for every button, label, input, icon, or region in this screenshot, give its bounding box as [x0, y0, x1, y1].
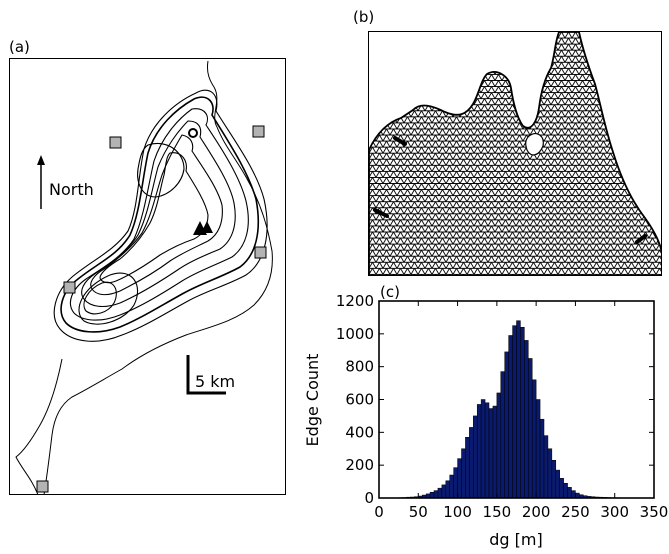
- y-tick-label: 1000: [336, 325, 374, 343]
- histogram-bar: [528, 358, 533, 499]
- x-tick-label: 50: [409, 503, 428, 521]
- bathymetry-map: North 5 km: [9, 58, 286, 495]
- histogram-bar: [535, 399, 541, 499]
- histogram-bar: [524, 340, 529, 499]
- histogram-bar: [429, 492, 435, 499]
- histogram-bar: [469, 427, 474, 499]
- north-arrow-icon: [37, 155, 45, 165]
- x-tick-label: 0: [374, 503, 384, 521]
- scale-bar-label: 5 km: [195, 372, 236, 391]
- y-tick-label: 200: [345, 456, 374, 474]
- histogram-bar: [433, 490, 439, 499]
- histogram-bar: [457, 458, 462, 499]
- histogram-bar: [441, 484, 447, 499]
- y-tick-label: 400: [345, 423, 374, 441]
- panel-b-label: (b): [353, 8, 375, 26]
- histogram-bar: [559, 478, 564, 499]
- x-tick-label: 250: [561, 503, 590, 521]
- histogram-bar: [555, 469, 560, 499]
- y-tick-label: 0: [364, 489, 374, 507]
- histogram-bar: [531, 379, 537, 499]
- y-tick-label: 1200: [336, 292, 374, 310]
- river-outflow: [15, 358, 63, 494]
- histogram-bars: [398, 320, 631, 499]
- histogram-bar: [547, 448, 553, 499]
- panel-c-label: (c): [380, 283, 400, 301]
- depth-contours: [53, 89, 268, 342]
- y-axis-label: Edge Count: [303, 354, 322, 447]
- north-label: North: [49, 180, 94, 199]
- histogram-bar: [508, 335, 513, 499]
- triangular-mesh: [369, 32, 661, 275]
- x-tick-label: 150: [483, 503, 512, 521]
- meteo-station-markers: [36, 125, 267, 493]
- histogram-bar: [539, 418, 545, 499]
- histogram-bar: [551, 459, 557, 499]
- histogram-bar: [520, 327, 525, 499]
- histogram-bar: [437, 487, 443, 499]
- histogram-bar: [571, 490, 576, 499]
- histogram-bar: [449, 474, 454, 499]
- histogram-bar: [496, 392, 502, 499]
- x-axis-ticks: 0 50 100 150 200 250 300 350: [374, 301, 668, 521]
- histogram-bar: [504, 351, 509, 499]
- mesh-panel: [368, 31, 662, 276]
- x-tick-label: 100: [443, 503, 472, 521]
- histogram-bar: [476, 404, 482, 499]
- histogram-bar: [445, 480, 450, 499]
- histogram-bar: [512, 325, 517, 499]
- histogram-bar: [516, 320, 521, 499]
- histogram-bar: [480, 399, 486, 499]
- histogram-bar: [500, 371, 505, 499]
- lake-contour-map: [15, 60, 273, 494]
- histogram-bar: [453, 467, 458, 499]
- y-axis-ticks: 0 200 400 600 800 1000 1200: [336, 292, 654, 507]
- y-tick-label: 600: [345, 391, 374, 409]
- histogram-bar: [461, 448, 466, 499]
- histogram-bar: [473, 415, 478, 499]
- histogram-bar: [465, 437, 470, 499]
- x-tick-label: 350: [640, 503, 669, 521]
- histogram-bar: [492, 405, 498, 499]
- histogram-bar: [563, 482, 568, 499]
- histogram-bar: [484, 402, 490, 499]
- x-tick-label: 200: [522, 503, 551, 521]
- y-tick-label: 800: [345, 358, 374, 376]
- mesh-domain: [369, 32, 661, 275]
- mesh-island: [525, 133, 544, 156]
- mesh-boundary-segments: [373, 136, 647, 244]
- x-axis-label: dg [m]: [489, 530, 542, 549]
- buoy-station-marker: [188, 128, 198, 138]
- thermistor-station-marker-2: [201, 221, 213, 233]
- histogram-bar: [567, 487, 572, 499]
- histogram-bar: [543, 435, 549, 499]
- x-tick-label: 300: [600, 503, 629, 521]
- scale-bar: [186, 355, 226, 395]
- panel-a-label: (a): [9, 38, 30, 56]
- histogram-bar: [488, 408, 494, 499]
